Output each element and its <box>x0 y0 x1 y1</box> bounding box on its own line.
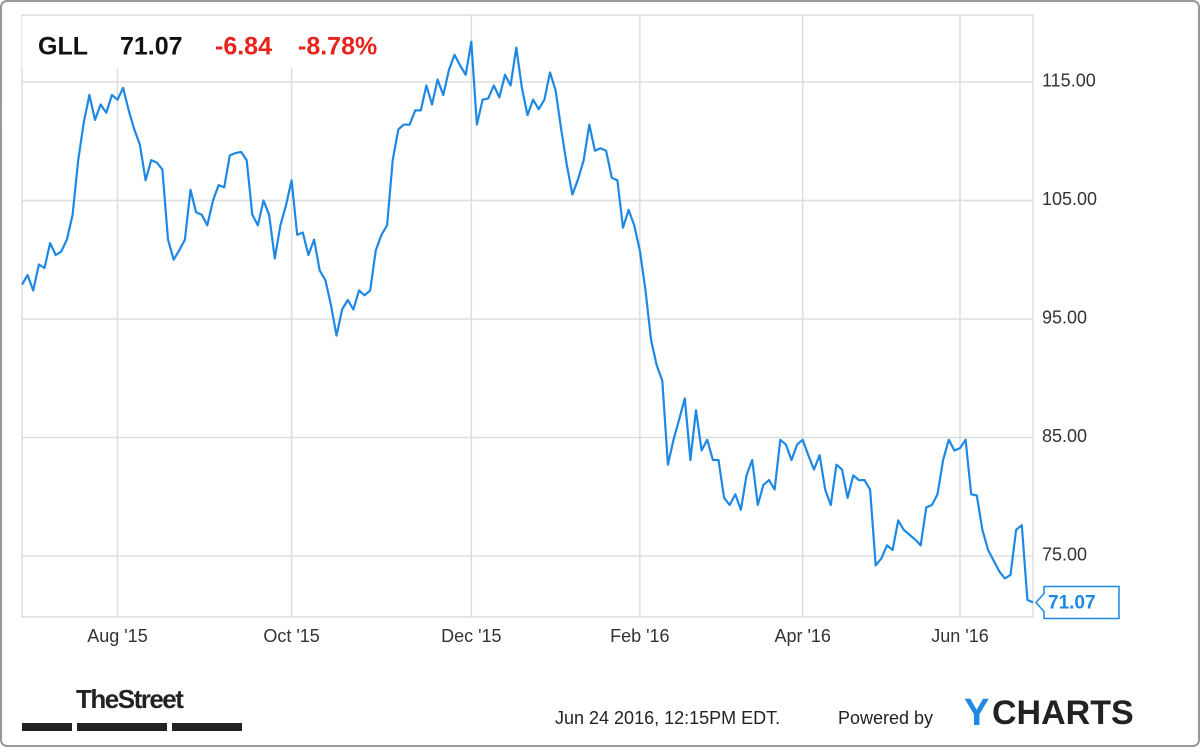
y-tick-label: 115.00 <box>1042 71 1096 91</box>
x-tick-label: Aug '15 <box>87 626 148 646</box>
x-tick-label: Dec '15 <box>441 626 501 646</box>
logo-first: Y <box>964 692 989 734</box>
price: 71.07 <box>120 33 183 61</box>
x-tick-label: Apr '16 <box>774 626 830 646</box>
header-box <box>22 16 416 68</box>
change: -6.84 <box>215 33 272 61</box>
y-tick-label: 75.00 <box>1042 545 1087 565</box>
last-value-label: 71.07 <box>1048 593 1096 614</box>
brand-bar <box>172 723 242 731</box>
logo-rest: CHARTS <box>992 694 1134 732</box>
plot <box>21 40 1034 604</box>
last-value-box <box>1034 585 1120 620</box>
timestamp: Jun 24 2016, 12:15PM EDT. <box>555 708 780 728</box>
y-tick-label: 105.00 <box>1042 189 1097 209</box>
ticker: GLL <box>38 33 88 61</box>
x-tick-label: Oct '15 <box>263 626 319 646</box>
brand-bar <box>22 723 72 731</box>
x-tick-label: Feb '16 <box>610 626 669 646</box>
plot-area <box>21 14 1034 618</box>
change-percent: -8.78% <box>298 33 377 61</box>
powered-by: Powered by <box>838 708 933 728</box>
x-tick-label: Jun '16 <box>931 626 988 646</box>
y-tick-label: 95.00 <box>1042 308 1087 328</box>
grid <box>22 15 1033 617</box>
brand-bar <box>77 723 167 731</box>
brand: TheStreet <box>76 684 184 714</box>
y-tick-label: 85.00 <box>1042 426 1087 446</box>
price-line <box>21 40 1034 604</box>
